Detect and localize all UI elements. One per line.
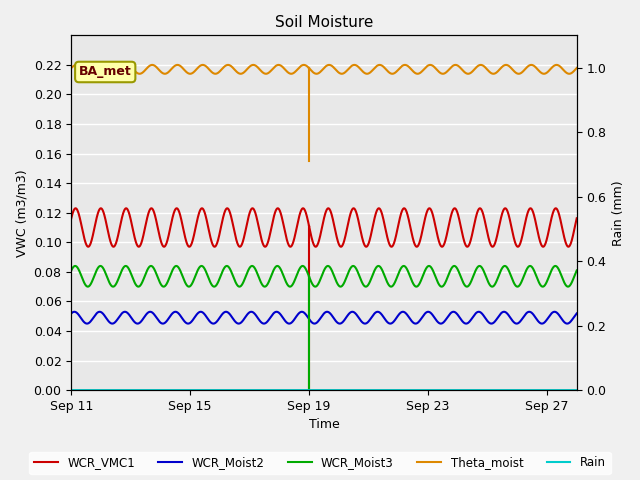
Title: Soil Moisture: Soil Moisture: [275, 15, 373, 30]
Legend: WCR_VMC1, WCR_Moist2, WCR_Moist3, Theta_moist, Rain: WCR_VMC1, WCR_Moist2, WCR_Moist3, Theta_…: [29, 452, 611, 474]
Text: BA_met: BA_met: [79, 65, 132, 79]
Y-axis label: Rain (mm): Rain (mm): [612, 180, 625, 246]
Y-axis label: VWC (m3/m3): VWC (m3/m3): [15, 169, 28, 256]
X-axis label: Time: Time: [308, 419, 339, 432]
